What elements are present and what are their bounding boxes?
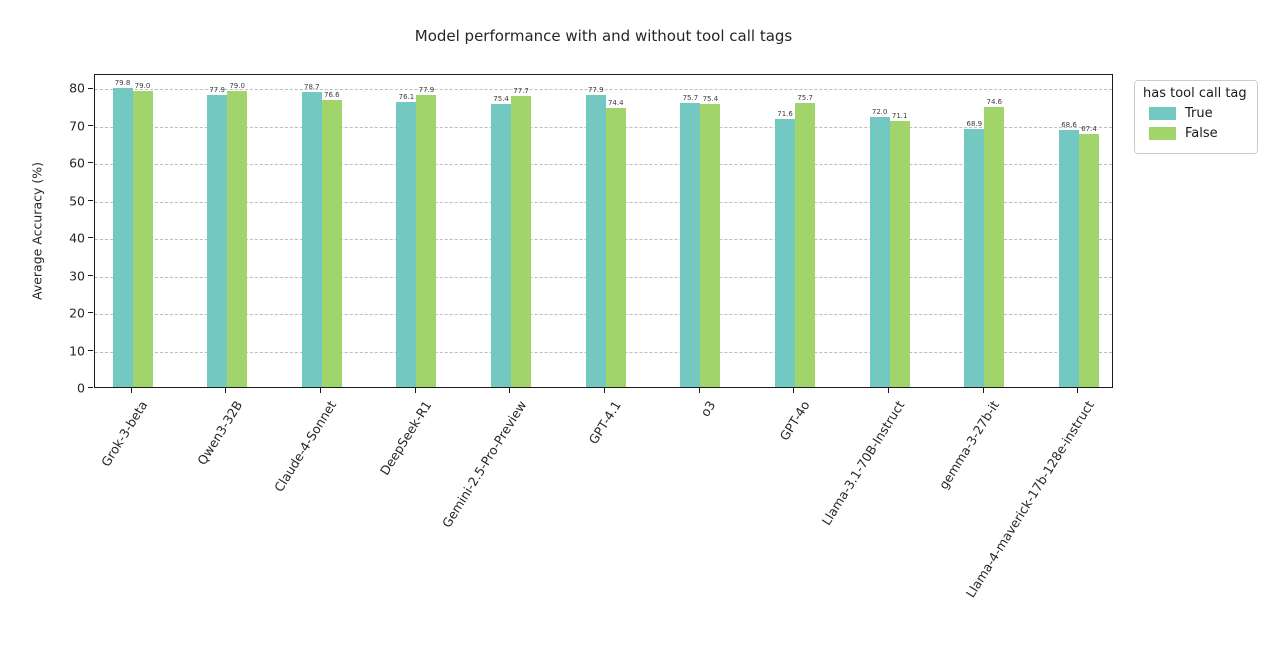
bar-false <box>511 95 532 387</box>
bar-value-label: 75.7 <box>797 94 813 103</box>
bar-true <box>207 95 228 387</box>
x-tick-mark <box>225 388 227 393</box>
bar-false <box>795 103 816 387</box>
x-tick-label: Qwen3-32B <box>193 398 245 468</box>
bar-true <box>1059 129 1079 387</box>
legend-item: False <box>1149 126 1249 141</box>
x-tick-label: GPT-4o <box>776 398 813 444</box>
bar-false <box>984 107 1005 387</box>
x-tick-label: Claude-4-Sonnet <box>271 398 340 495</box>
legend-item: True <box>1149 106 1249 121</box>
x-tick-label: gemma-3-27b-it <box>935 398 1003 492</box>
legend-swatch <box>1149 127 1176 140</box>
bar-false <box>1079 134 1099 387</box>
bar-value-label: 75.4 <box>493 95 509 104</box>
gridline <box>95 89 1112 91</box>
x-tick-mark <box>888 388 889 393</box>
y-tick-mark <box>88 199 93 201</box>
x-tick-mark <box>509 388 511 393</box>
bar-value-label: 79.8 <box>114 79 131 87</box>
y-tick-mark <box>88 87 93 89</box>
legend: has tool call tag True False <box>1134 80 1258 154</box>
bar-value-label: 72.0 <box>871 108 888 117</box>
bar-value-label: 68.9 <box>966 119 983 128</box>
bar-true <box>112 88 133 387</box>
bar-value-label: 79.0 <box>229 82 245 90</box>
x-tick-label: Llama-3.1-70B-Instruct <box>818 398 908 528</box>
bar-true <box>301 92 322 387</box>
bar-value-label: 76.6 <box>324 90 340 99</box>
y-tick-label: 60 <box>69 155 85 171</box>
bar-false <box>321 99 342 387</box>
x-tick-mark <box>604 388 606 393</box>
x-tick-label: Grok-3-beta <box>97 398 151 470</box>
bar-value-label: 79.0 <box>134 82 151 90</box>
x-tick-label: GPT-4.1 <box>585 398 624 447</box>
y-axis-title: Average Accuracy (%) <box>29 162 45 300</box>
legend-swatch <box>1149 107 1176 120</box>
y-tick-mark <box>88 237 93 239</box>
bar-value-label: 74.6 <box>986 98 1003 107</box>
bar-true <box>396 101 417 387</box>
bar-value-label: 71.1 <box>891 111 908 120</box>
y-tick-label: 20 <box>69 305 85 321</box>
y-tick-label: 10 <box>69 343 85 359</box>
bar-value-label: 78.7 <box>304 83 320 92</box>
bar-value-label: 77.9 <box>587 86 604 95</box>
bar-value-label: 76.1 <box>398 92 415 101</box>
bar-false <box>605 108 626 387</box>
bar-true <box>869 117 890 387</box>
bar-value-label: 75.4 <box>702 95 719 104</box>
x-tick-mark <box>130 388 132 393</box>
y-tick-label: 40 <box>69 230 85 246</box>
x-tick-mark <box>1077 388 1079 393</box>
y-tick-mark <box>88 125 93 126</box>
x-tick-label: Gemini-2.5-Pro-Preview <box>438 398 529 531</box>
legend-items: True False <box>1143 106 1249 141</box>
y-tick-label: 70 <box>69 118 85 134</box>
y-tick-mark <box>88 349 93 351</box>
x-tick-mark <box>793 388 795 393</box>
bar-value-label: 77.9 <box>418 86 435 95</box>
y-tick-mark <box>88 162 93 164</box>
x-tick-mark <box>982 388 984 393</box>
bar-value-label: 68.6 <box>1061 120 1077 129</box>
plot-area: 79.8 79.0 77.9 79.0 78.7 76.6 76.1 77.9 75.4 77.7… <box>94 74 1113 388</box>
bar-value-label: 75.7 <box>682 94 699 103</box>
bar-value-label: 77.9 <box>209 86 225 95</box>
y-tick-mark <box>88 312 93 314</box>
bar-true <box>775 118 796 387</box>
y-tick-label: 0 <box>77 380 85 396</box>
bar-true <box>491 104 512 387</box>
y-tick-label: 80 <box>69 80 85 96</box>
bar-value-label: 67.4 <box>1081 125 1097 134</box>
x-tick-mark <box>320 388 322 393</box>
bar-true <box>964 128 985 387</box>
bar-false <box>416 95 437 387</box>
chart-title: Model performance with and without tool … <box>414 27 793 45</box>
y-tick-mark <box>88 387 93 389</box>
x-tick-mark <box>698 388 700 393</box>
legend-item-label: True <box>1185 106 1213 121</box>
legend-item-label: False <box>1185 126 1218 141</box>
y-tick-mark <box>88 274 93 276</box>
legend-title: has tool call tag <box>1143 86 1247 101</box>
x-tick-label: DeepSeek-R1 <box>376 398 435 478</box>
y-tick-label: 50 <box>69 193 85 209</box>
bar-true <box>680 103 701 387</box>
bar-false <box>132 91 153 387</box>
bar-true <box>585 95 606 387</box>
bar-value-label: 71.6 <box>777 109 793 118</box>
bar-false <box>889 120 910 387</box>
bar-false <box>227 91 248 387</box>
bar-value-label: 77.7 <box>513 86 529 95</box>
x-tick-mark <box>414 388 416 393</box>
bar-false <box>700 104 721 387</box>
x-tick-label: o3 <box>697 398 719 420</box>
y-tick-label: 30 <box>69 268 85 284</box>
bar-value-label: 74.4 <box>607 99 624 108</box>
